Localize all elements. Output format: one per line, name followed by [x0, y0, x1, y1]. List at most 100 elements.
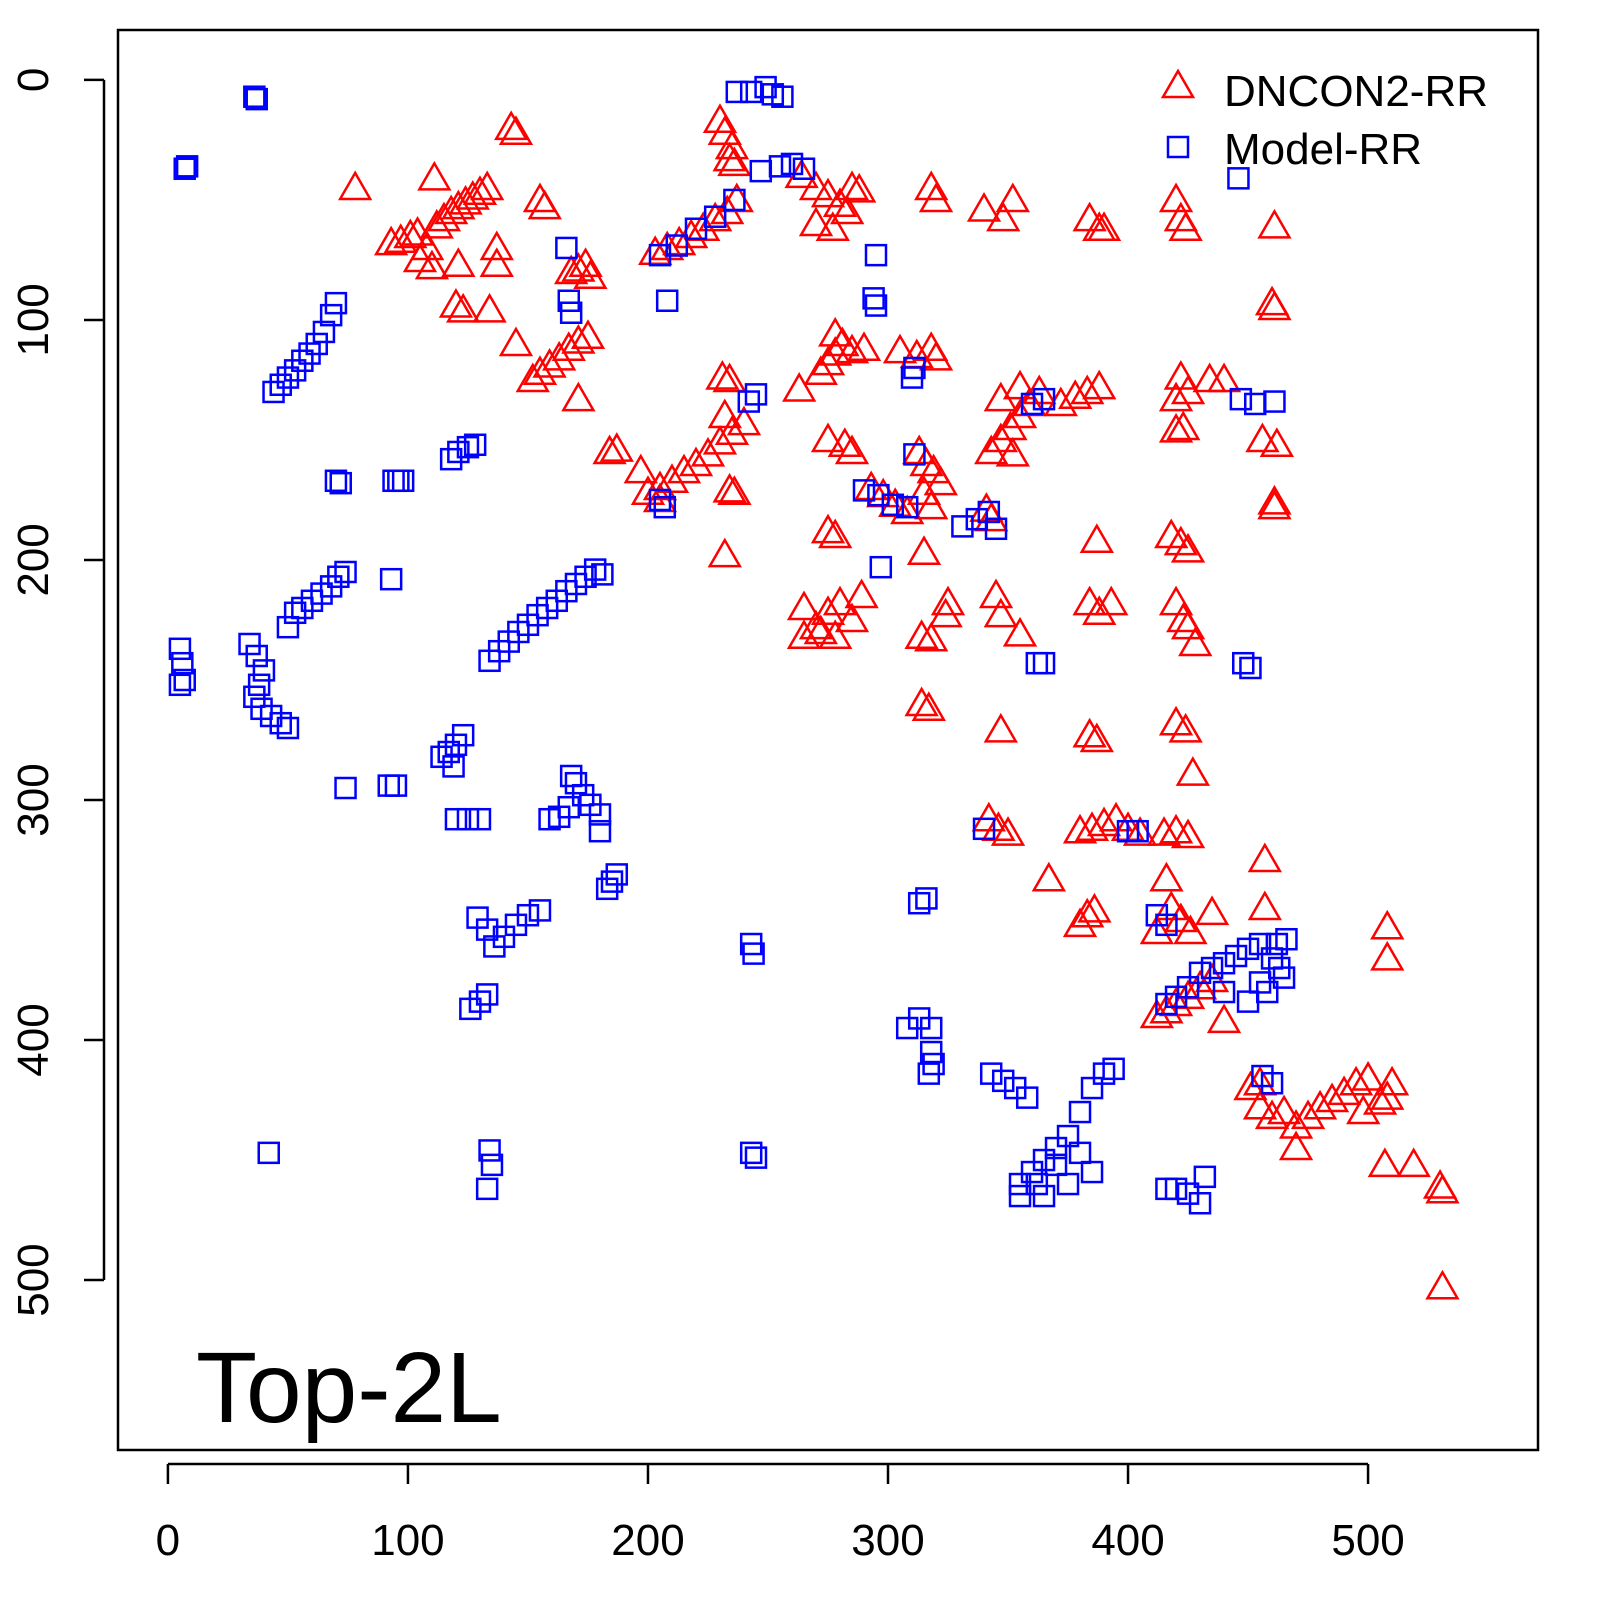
triangle-point — [441, 247, 476, 277]
square-point — [1044, 1136, 1068, 1160]
square-point — [480, 1153, 504, 1177]
series-1 — [168, 75, 1298, 1215]
square-point — [1056, 1124, 1080, 1148]
triangle-point — [818, 619, 853, 650]
triangle-point — [834, 602, 870, 633]
triangle-point — [978, 578, 1014, 609]
triangle-point — [1079, 722, 1114, 753]
square-point — [327, 565, 350, 589]
square-point — [1015, 1086, 1039, 1109]
triangle-point — [1257, 208, 1292, 239]
square-point — [1155, 913, 1178, 937]
square-point — [1080, 1160, 1104, 1184]
square-point — [1229, 387, 1253, 411]
triangle-point — [818, 518, 853, 549]
triangle-point — [542, 340, 577, 371]
triangle-point — [1266, 1094, 1302, 1125]
triangle-point — [1194, 895, 1230, 926]
triangle-point — [818, 316, 853, 347]
triangle-point — [918, 340, 954, 371]
square-point — [739, 80, 763, 104]
square-point — [1008, 1184, 1032, 1208]
triangle-point — [493, 110, 529, 141]
triangle-point — [1247, 842, 1283, 873]
triangle-point — [1206, 1003, 1242, 1034]
triangle-point — [1058, 379, 1093, 410]
square-point — [319, 303, 343, 327]
triangle-point — [714, 415, 750, 446]
triangle-point — [786, 590, 822, 621]
triangle-point — [1158, 182, 1194, 213]
triangle-point — [1168, 712, 1203, 743]
square-point — [744, 383, 768, 406]
y-axis: 0 100 200 300 400 500 — [9, 68, 106, 1317]
square-point — [1032, 1184, 1056, 1208]
square-point — [456, 807, 480, 831]
x-tick-label: 0 — [156, 1516, 180, 1565]
triangle-point — [1278, 1108, 1314, 1139]
square-point — [1243, 392, 1267, 416]
triangle-point — [570, 319, 606, 350]
triangle-point — [1290, 1099, 1326, 1130]
square-point — [951, 515, 974, 538]
triangle-point — [337, 170, 373, 201]
triangle-point — [1149, 993, 1184, 1024]
square-point — [1176, 975, 1200, 999]
square-point — [456, 435, 480, 459]
square-point — [1025, 651, 1049, 675]
triangle-point — [554, 254, 589, 285]
triangle-point — [1163, 902, 1199, 933]
square-point — [749, 159, 773, 183]
square-point — [276, 615, 300, 639]
triangle-point — [1149, 861, 1184, 892]
square-point — [903, 443, 926, 466]
triangle-point — [1072, 717, 1107, 748]
square-point — [468, 990, 492, 1013]
square-point — [305, 332, 328, 356]
square-point — [900, 366, 924, 389]
triangle-point — [986, 201, 1021, 232]
chart-annotation: Top-2L — [196, 1332, 502, 1444]
square-point — [559, 301, 583, 325]
triangle-point — [1192, 362, 1227, 393]
triangle-point — [561, 324, 596, 354]
triangle-point — [1425, 1173, 1460, 1204]
triangle-point — [834, 333, 870, 364]
square-point — [1032, 651, 1056, 675]
triangle-point — [798, 206, 834, 237]
square-point — [991, 1069, 1015, 1093]
triangle-point — [822, 585, 858, 616]
square-point — [557, 795, 581, 819]
square-point — [478, 1139, 501, 1162]
square-point — [1044, 1153, 1068, 1177]
square-point — [648, 488, 672, 512]
legend-label-dncon2: DNCON2-RR — [1224, 67, 1488, 116]
triangle-point — [1002, 616, 1038, 647]
square-point — [915, 887, 938, 910]
triangle-point — [846, 331, 882, 362]
plot-frame — [116, 28, 1540, 1452]
square-point — [771, 85, 794, 108]
square-point — [243, 85, 266, 108]
triangle-point — [1182, 969, 1218, 1000]
triangle-point — [983, 712, 1018, 743]
triangle-point — [827, 427, 862, 458]
square-point — [742, 942, 765, 965]
triangle-point — [834, 170, 870, 201]
square-point — [655, 289, 679, 313]
square-point — [852, 479, 876, 502]
triangle-point — [1170, 818, 1206, 849]
square-point — [468, 807, 492, 831]
y-tick-label: 200 — [9, 523, 58, 596]
x-tick-label: 500 — [1331, 1516, 1404, 1565]
square-point — [1231, 651, 1255, 675]
triangle-point — [1314, 1082, 1350, 1113]
triangle-point — [383, 223, 418, 253]
triangle-point — [1062, 907, 1098, 938]
triangle-point — [573, 259, 608, 289]
triangle-point — [592, 434, 627, 465]
square-point — [972, 817, 996, 841]
square-point — [895, 495, 919, 519]
square-point — [379, 567, 403, 591]
